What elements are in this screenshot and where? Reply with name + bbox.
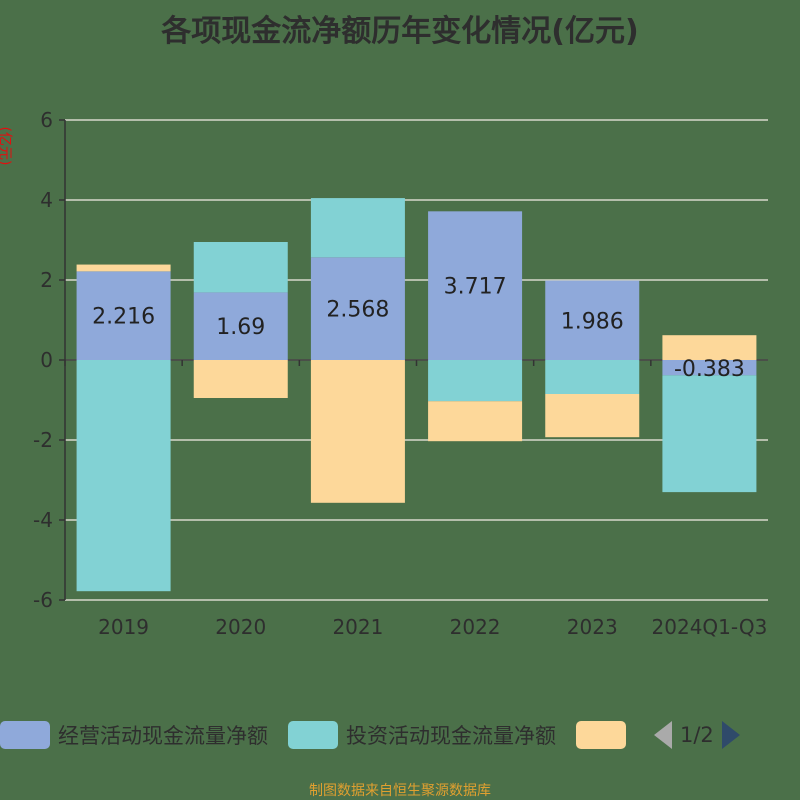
legend-label: 投资活动现金流量净额 — [346, 724, 556, 748]
legend-item-investing[interactable]: 投资活动现金流量净额 — [288, 720, 556, 750]
legend-swatch — [0, 721, 50, 749]
y-tick-label: 4 — [40, 188, 53, 212]
bar-series-1 — [662, 360, 757, 376]
legend-item-operating[interactable]: 经营活动现金流量净额 — [0, 720, 268, 750]
bar-series-1 — [193, 292, 288, 360]
bar-series-2 — [428, 360, 523, 402]
bar-series-1 — [76, 271, 171, 360]
x-tick-label: 2020 — [215, 615, 266, 639]
bar-series-3 — [193, 360, 288, 398]
bar-series-3 — [76, 264, 171, 272]
data-label: 1.69 — [216, 315, 265, 340]
x-tick-label: 2023 — [567, 615, 618, 639]
chart-plot: -6 -4 -2 0 2 4 6 2019 2020 2021 2022 2023 2024Q1-Q3 2… — [33, 108, 768, 639]
data-label: 1.986 — [561, 309, 624, 334]
bar-series-1 — [310, 257, 405, 360]
x-tick-label: 2024Q1-Q3 — [652, 615, 768, 639]
legend-swatch — [576, 721, 626, 749]
y-tick-label: 2 — [40, 268, 53, 292]
y-tick-label: 6 — [40, 108, 53, 132]
bar-series-2 — [662, 375, 757, 493]
bar-series-2 — [545, 360, 640, 394]
data-label: 3.717 — [444, 275, 507, 300]
bar-series-3 — [545, 394, 640, 438]
bar-series-2 — [76, 360, 171, 592]
data-label: 2.568 — [326, 298, 389, 323]
x-tick-label: 2019 — [98, 615, 149, 639]
y-tick-label: -4 — [33, 508, 53, 532]
legend-page-indicator: 1/2 — [680, 723, 714, 747]
legend-swatch — [288, 721, 338, 749]
prev-page-icon[interactable] — [654, 721, 672, 749]
x-tick-label: 2021 — [332, 615, 383, 639]
bar-series-1 — [545, 280, 640, 360]
next-page-icon[interactable] — [721, 721, 740, 749]
bar-series-2 — [310, 198, 405, 258]
data-label: -0.383 — [674, 357, 745, 382]
y-tick-label: 0 — [40, 348, 53, 372]
legend-label: 经营活动现金流量净额 — [58, 724, 268, 748]
bar-series-3 — [310, 360, 405, 503]
legend-pager: 1/2 — [654, 721, 740, 749]
bar-series-3 — [428, 401, 523, 442]
bar-series-2 — [193, 242, 288, 293]
legend: 经营活动现金流量净额 投资活动现金流量净额 1/2 — [0, 718, 740, 752]
chart-title: 各项现金流净额历年变化情况(亿元) — [161, 14, 639, 49]
x-tick-label: 2022 — [450, 615, 501, 639]
data-label: 2.216 — [92, 305, 155, 330]
source-note: 制图数据来自恒生聚源数据库 — [309, 783, 491, 799]
bar-series-3 — [662, 335, 757, 360]
bar-series-1 — [428, 211, 523, 360]
y-tick-label: -2 — [33, 428, 53, 452]
y-tick-label: -6 — [33, 588, 53, 612]
legend-item-financing[interactable] — [576, 721, 634, 749]
